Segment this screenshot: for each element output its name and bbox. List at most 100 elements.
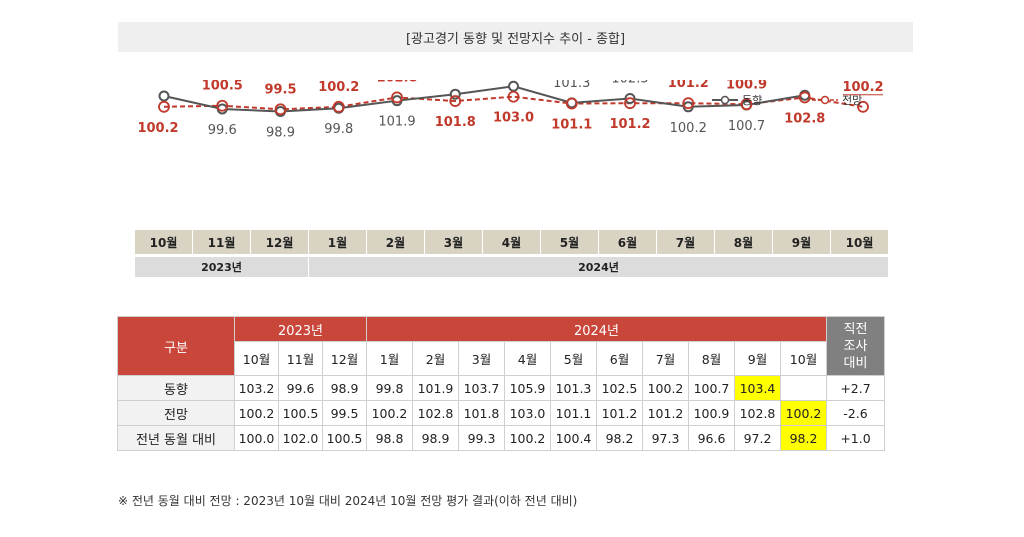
table-change-cell: +1.0 [826,425,885,451]
footnote: ※ 전년 동월 대비 전망 : 2023년 10월 대비 2024년 10월 전… [118,494,578,508]
table-label-header: 구분 [117,316,235,376]
table-month-header: 11월 [278,341,323,376]
table-cell: 101.9 [412,375,459,401]
table-cell: 100.2 [234,400,279,426]
data-label-outlook: 101.2 [668,80,709,91]
month-tick-label: 4월 [483,230,541,254]
table-cell: 100.2 [642,375,689,401]
data-label-outlook: 100.2 [137,121,178,136]
table-cell: 100.9 [688,400,735,426]
year-axis: 2023년 2024년 [135,257,891,277]
table-year-header: 2024년 [366,316,827,342]
month-tick-label: 5월 [541,230,599,254]
point-outlook [624,97,636,110]
legend-marker-trend [720,95,730,105]
table-cell: 100.2 [780,400,827,426]
table-month-header: 10월 [780,341,827,376]
data-label-outlook: 101.8 [435,115,476,130]
table-cell: 99.3 [458,425,505,451]
table-cell: 99.5 [322,400,367,426]
month-tick-label: 2월 [367,230,425,254]
data-label-outlook: 100.5 [202,80,243,94]
line-chart: 103.299.698.999.8101.9103.7105.9101.3102… [137,80,883,140]
table-cell: 103.2 [234,375,279,401]
table-row: 동향 103.2 99.6 98.9 99.8 101.9 103.7 105.9 101.3 1… [117,375,885,401]
month-tick-label: 8월 [715,230,773,254]
month-tick-label: 7월 [657,230,715,254]
data-label-trend: 103.4 [786,80,823,83]
data-label-outlook: 100.9 [726,80,767,92]
table-cell: 99.8 [366,375,413,401]
data-label-trend: 100.2 [670,121,707,136]
legend-label-outlook: 전망 [842,94,862,107]
table-cell: 103.7 [458,375,505,401]
point-outlook [158,100,170,113]
legend-marker-outlook [820,95,830,105]
month-tick-label: 6월 [599,230,657,254]
data-label-trend: 99.6 [208,123,237,138]
table-month-header: 12월 [322,341,367,376]
table-change-header: 직전 조사 대비 [826,316,885,376]
table-cell: 100.4 [550,425,597,451]
data-label-trend: 101.9 [378,115,415,130]
data-label-trend: 100.7 [728,119,765,134]
month-tick-label: 11월 [193,230,251,254]
data-label-outlook: 103.0 [493,111,534,126]
table-month-header: 10월 [234,341,279,376]
point-outlook [682,97,695,110]
table-cell: 105.9 [504,375,551,401]
point-outlook [274,103,287,116]
data-label-trend: 103.7 [437,80,474,82]
table-row-label: 전망 [117,400,235,426]
table-cell: 101.2 [596,400,643,426]
table-cell: 102.0 [278,425,323,451]
data-label-outlook: 101.1 [551,118,592,133]
table-change-cell: -2.6 [826,400,885,426]
table-cell: 99.6 [278,375,323,401]
table-cell: 102.5 [596,375,643,401]
point-outlook [740,98,753,111]
data-label-outlook: 100.2 [842,80,883,95]
table-month-header: 8월 [688,341,735,376]
series-line-trend [163,85,805,113]
data-label-trend: 99.8 [324,122,353,137]
table-cell: 101.3 [550,375,597,401]
table-cell: 98.8 [366,425,413,451]
table-month-header: 1월 [366,341,413,376]
data-label-outlook: 99.5 [264,82,296,97]
table-month-header: 6월 [596,341,643,376]
table-cell: 98.9 [412,425,459,451]
table-row: 전년 동월 대비 100.0 102.0 100.5 98.8 98.9 99.3 100.2… [117,425,885,451]
table-row-label: 동향 [117,375,235,401]
table-cell: 103.0 [504,400,551,426]
chart-title: [광고경기 동향 및 전망지수 추이 - 종합] [118,22,913,52]
data-label-trend: 103.2 [139,80,176,84]
table-cell: 100.5 [322,425,367,451]
month-tick-label: 12월 [251,230,309,254]
month-tick-label: 10월 [135,230,193,254]
data-table: 구분 2023년 2024년 직전 조사 대비 10월 11월 12월 1월 2월 3월 4월 5월 6월 7… [117,316,885,451]
table-cell: 101.1 [550,400,597,426]
data-label-trend: 101.3 [553,80,590,91]
year-group-label: 2024년 [309,257,889,277]
table-row: 전망 100.2 100.5 99.5 100.2 102.8 101.8 103.0 101.… [117,400,885,426]
table-cell: 97.3 [642,425,689,451]
table-cell: 100.2 [504,425,551,451]
table-month-header: 4월 [504,341,551,376]
point-outlook [565,97,578,110]
data-label-outlook: 101.2 [609,117,650,132]
table-month-header: 9월 [734,341,781,376]
point-trend [508,80,519,92]
month-tick-label: 10월 [831,230,889,254]
table-cell: 98.2 [596,425,643,451]
month-tick-label: 9월 [773,230,831,254]
data-label-trend: 102.5 [611,80,648,87]
month-tick-label: 3월 [425,230,483,254]
table-cell: 98.2 [780,425,827,451]
data-label-outlook: 100.2 [318,80,359,95]
table-month-header: 3월 [458,341,505,376]
point-outlook [449,95,462,107]
table-cell: 101.2 [642,400,689,426]
table-cell: 98.9 [322,375,367,401]
table-month-header: 7월 [642,341,689,376]
